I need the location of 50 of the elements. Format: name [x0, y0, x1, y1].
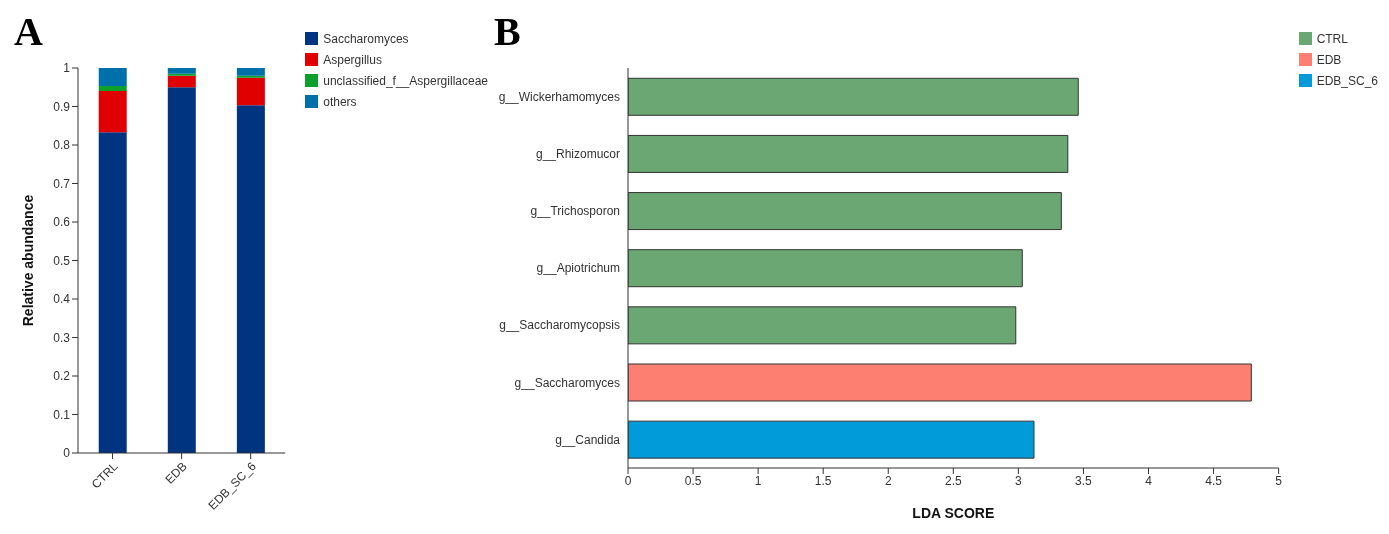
x-tick-label: 4: [1145, 473, 1153, 488]
y-tick-label: g__Wickerhamomyces: [498, 89, 620, 104]
y-tick-label: g__Trichosporon: [530, 204, 620, 219]
x-tick-label: 4.5: [1205, 473, 1223, 488]
y-tick-label: 0.5: [53, 253, 71, 268]
bar: [167, 87, 196, 453]
legend-label: others: [323, 94, 357, 109]
bar: [98, 91, 127, 133]
y-tick-label: 0.9: [53, 99, 71, 114]
y-tick-label: g__Saccharomyces: [514, 375, 620, 390]
y-tick-label: g__Saccharomycopsis: [499, 318, 620, 333]
x-tick-label: 3.5: [1075, 473, 1093, 488]
x-tick-label: 0: [624, 473, 632, 488]
chart-title: A: [14, 8, 43, 55]
x-axis-title: LDA SCORE: [912, 505, 995, 521]
bar: [98, 132, 127, 453]
x-tick-label: 0.5: [684, 473, 702, 488]
bar: [167, 75, 196, 88]
y-tick-label: 0.8: [53, 138, 71, 153]
bar: [236, 77, 265, 106]
legend-label: Aspergillus: [323, 52, 382, 67]
bar: [98, 68, 127, 87]
y-tick-label: 0.6: [53, 215, 71, 230]
x-tick-label: 1.5: [814, 473, 832, 488]
y-tick-label: 0: [63, 446, 71, 461]
y-tick-label: 0.7: [53, 176, 71, 191]
y-tick-label: 1: [63, 61, 71, 76]
x-tick-label: 3: [1015, 473, 1023, 488]
legend-label: EDB: [1316, 52, 1342, 67]
y-tick-label: 0.1: [53, 407, 71, 422]
bar: [236, 105, 265, 453]
y-tick-label: g__Candida: [555, 432, 621, 447]
bar: [167, 68, 196, 74]
chart-title: B: [494, 8, 521, 55]
y-tick-label: g__Rhizomucor: [535, 146, 620, 161]
y-tick-label: 0.3: [53, 330, 71, 345]
x-tick-label: 2: [884, 473, 892, 488]
legend-label: unclassified_f__Aspergillaceae: [323, 73, 488, 88]
x-tick-label: 5: [1275, 473, 1283, 488]
bar: [98, 86, 127, 92]
legend-label: CTRL: [1316, 31, 1348, 46]
legend-label: Saccharomyces: [323, 31, 409, 46]
x-tick-label: 1: [754, 473, 762, 488]
x-tick-label: 2.5: [944, 473, 962, 488]
y-tick-label: g__Apiotrichum: [536, 261, 620, 276]
y-tick-label: 0.2: [53, 369, 71, 384]
y-tick-label: 0.4: [53, 292, 71, 307]
bar: [236, 68, 265, 76]
legend-label: EDB_SC_6: [1316, 73, 1378, 88]
y-axis-title: Relative abundance: [19, 194, 36, 327]
